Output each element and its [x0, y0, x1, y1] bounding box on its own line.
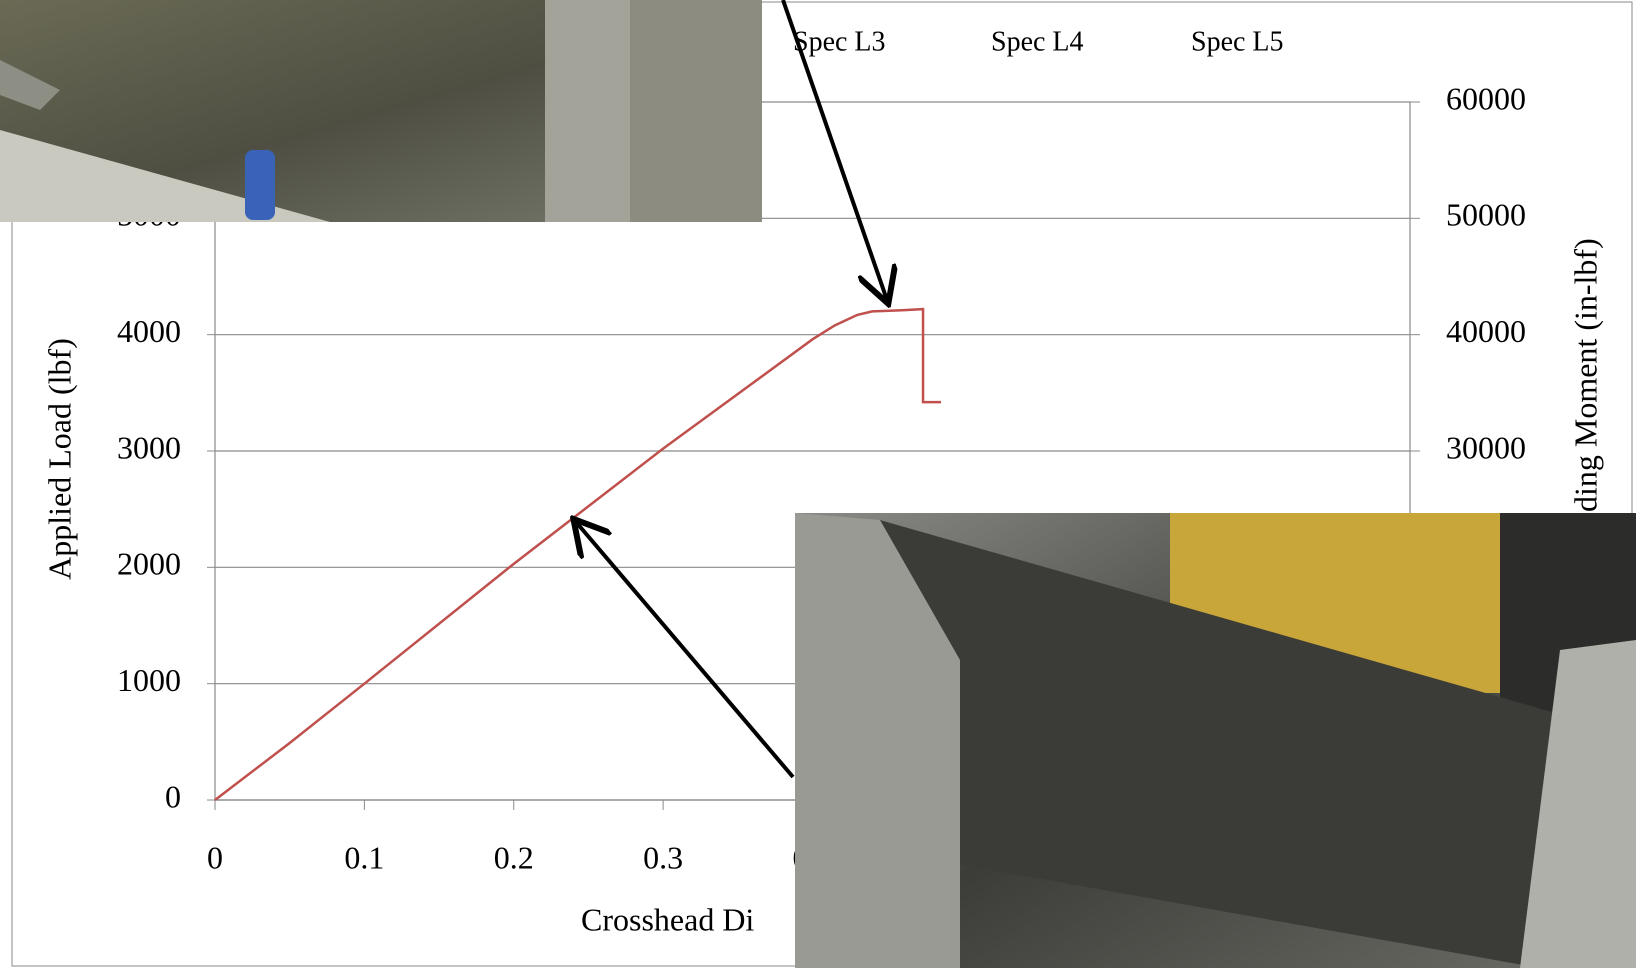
x-tick-label: 0.3	[643, 839, 683, 875]
photo-top	[0, 0, 762, 222]
y2-tick-label: 30000	[1446, 429, 1526, 465]
y-tick-label: 3000	[117, 429, 181, 465]
y-tick-label: 2000	[117, 546, 181, 582]
annotation-arrow	[781, 0, 887, 300]
x-axis-title: Crosshead Di	[581, 901, 754, 937]
legend-label: Spec L3	[793, 26, 886, 57]
legend-label: Spec L5	[1191, 26, 1284, 57]
y2-tick-label: 60000	[1446, 80, 1526, 116]
x-tick-label: 0.2	[494, 839, 534, 875]
x-tick-label: 0	[207, 839, 223, 875]
y-tick-label: 4000	[117, 313, 181, 349]
x-tick-label: 0.1	[344, 839, 384, 875]
y-axis-title: Applied Load (lbf)	[41, 338, 77, 580]
y-tick-label: 0	[165, 778, 181, 814]
y-tick-label: 1000	[117, 662, 181, 698]
y2-tick-label: 40000	[1446, 313, 1526, 349]
y2-tick-label: 50000	[1446, 197, 1526, 233]
annotation-arrow	[576, 522, 795, 779]
legend-label: Spec L4	[991, 26, 1084, 57]
photo-bottom	[795, 513, 1636, 968]
y2-axis-title: ding Moment (in-lbf)	[1567, 238, 1603, 512]
data-line	[214, 307, 941, 801]
